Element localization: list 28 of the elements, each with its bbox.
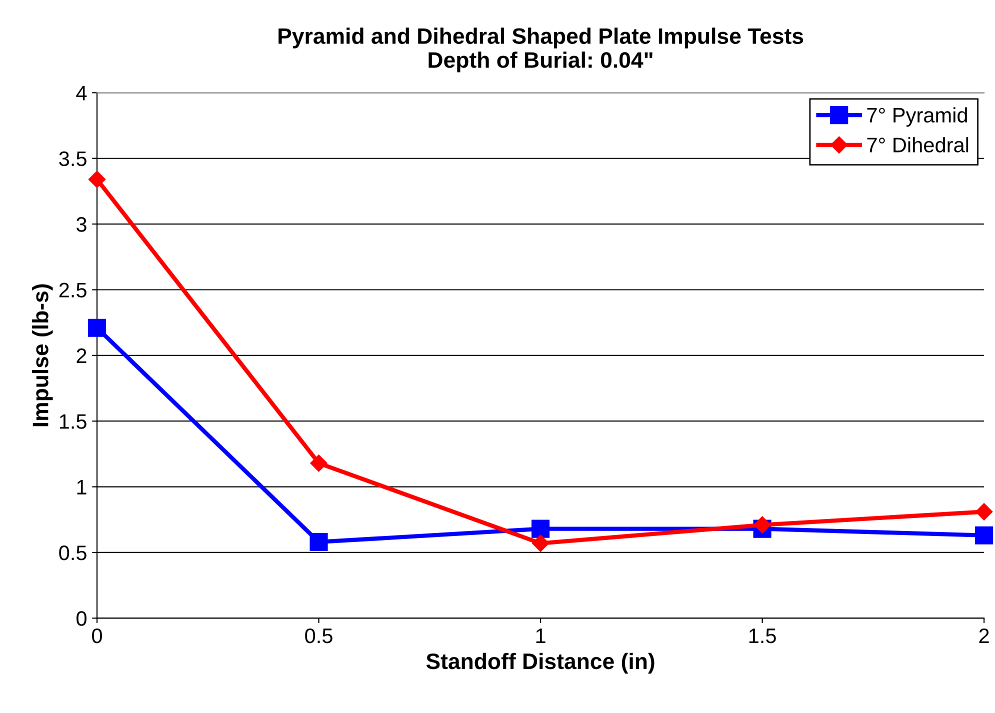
y-tick-label: 1 xyxy=(77,480,86,494)
point xyxy=(754,516,771,534)
y-axis-title: Impulse (lb-s) xyxy=(32,284,53,426)
x-tick-label: 1.5 xyxy=(749,628,776,644)
legend-label: 7° Dihedral xyxy=(867,137,968,152)
point xyxy=(532,534,550,552)
y-tick-label: 0.5 xyxy=(59,545,86,560)
x-tick-label: 0 xyxy=(92,628,102,644)
y-tick-label: 4 xyxy=(76,86,87,100)
point xyxy=(310,532,328,552)
chart-title: Pyramid and Dihedral Shaped Plate Impulse Tests Depth of Burial: 0.04" xyxy=(278,28,804,72)
x-tick-label: 1 xyxy=(536,628,546,643)
point xyxy=(976,503,993,520)
x-tick-label: 2 xyxy=(979,628,989,643)
y-tick-label: 3 xyxy=(76,217,86,232)
point xyxy=(88,170,106,188)
y-tick-label: 2.5 xyxy=(59,282,86,298)
y-tick-label: 3.5 xyxy=(59,151,86,166)
point xyxy=(532,520,550,538)
y-tick-label: 1.5 xyxy=(60,414,86,429)
x-tick-label: 0.5 xyxy=(305,628,332,644)
point xyxy=(310,454,328,472)
y-tick-label: 2 xyxy=(76,348,86,363)
legend-label: 7° Pyramid xyxy=(867,107,967,127)
point xyxy=(975,526,994,544)
y-tick-label: 0 xyxy=(76,611,86,626)
point xyxy=(88,318,106,337)
x-axis-title: Standoff Distance (in) xyxy=(426,652,654,674)
